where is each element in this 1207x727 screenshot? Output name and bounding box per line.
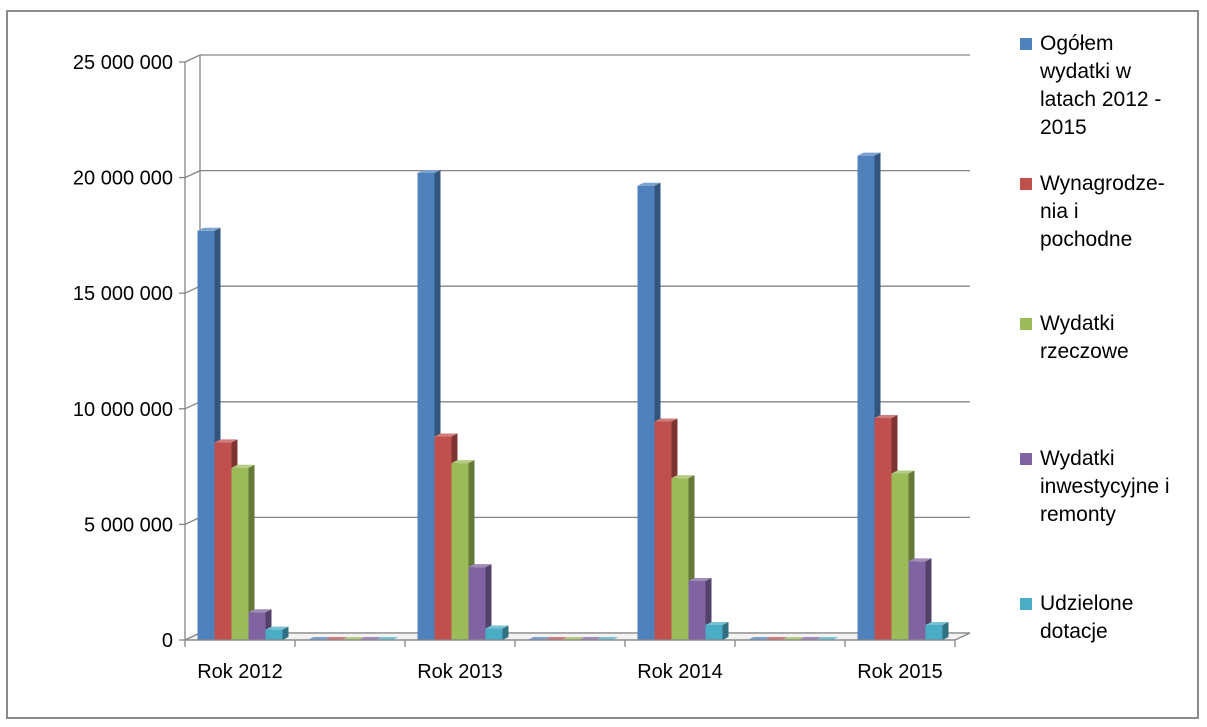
bar-2-1 (434, 436, 452, 640)
bar-top (561, 637, 585, 640)
legend-label: rzeczowe (1040, 340, 1129, 363)
x-tick-label: Rok 2012 (197, 661, 283, 683)
bar-top (214, 439, 238, 443)
x-tick-label: Rok 2014 (637, 661, 723, 683)
legend-label: nia i (1040, 200, 1079, 223)
bar-2-0 (417, 172, 435, 640)
bar-0-2 (231, 467, 249, 640)
legend-label: Wydatki (1040, 447, 1115, 470)
bar-6-2 (891, 473, 909, 640)
bar-side (248, 464, 255, 640)
bar-4-1 (654, 421, 672, 640)
bar-top (595, 637, 619, 640)
bar-top (485, 625, 509, 629)
legend-swatch (1020, 178, 1032, 190)
bar-top (908, 558, 932, 562)
bar-top (874, 415, 898, 419)
y-tick-label: 5 000 000 (84, 514, 173, 536)
bar-top (324, 637, 348, 640)
legend-label: Wydatki (1040, 312, 1115, 335)
bar-top (358, 637, 382, 640)
bar-top (544, 637, 568, 640)
bar-top (468, 564, 492, 568)
bar-top (265, 626, 289, 630)
bar-6-3 (908, 561, 926, 640)
bar-0-4 (265, 629, 283, 640)
bar-top (815, 637, 839, 640)
bar-6-1 (874, 418, 892, 640)
bar-top (197, 227, 221, 231)
bar-side (282, 626, 289, 640)
bar-side (925, 558, 932, 640)
bar-top (764, 637, 788, 640)
legend-label: Ogółem (1040, 32, 1114, 55)
y-tick-label: 0 (162, 630, 173, 652)
bar-side (942, 621, 949, 640)
legend-label: wydatki w (1039, 60, 1132, 83)
bar-top (688, 578, 712, 582)
bar-side (502, 625, 509, 640)
bar-2-3 (468, 567, 486, 640)
legend-swatch (1020, 453, 1032, 465)
bar-top (451, 460, 475, 464)
x-tick-label: Rok 2015 (857, 661, 943, 683)
legend-label: inwestycyjne i (1040, 475, 1170, 498)
bar-0-0 (197, 230, 215, 640)
legend-label: 2015 (1040, 116, 1087, 139)
y-tick-label: 20 000 000 (73, 168, 173, 190)
bar-4-4 (705, 624, 723, 640)
bar-2-2 (451, 463, 469, 640)
bar-top (781, 637, 805, 640)
bar-2-4 (485, 628, 503, 640)
bar-top (747, 637, 771, 640)
legend-label: Udzielone (1040, 592, 1133, 615)
bar-top (434, 433, 458, 437)
bar-top (798, 637, 822, 640)
bar-top (654, 418, 678, 422)
bar-top (375, 637, 399, 640)
bar-top (417, 169, 441, 173)
x-tick-label: Rok 2013 (417, 661, 503, 683)
bar-top (248, 609, 272, 613)
legend-label: latach 2012 - (1040, 88, 1161, 111)
bar-top (671, 475, 695, 479)
legend-swatch (1020, 38, 1032, 50)
legend-label: dotacje (1040, 620, 1108, 643)
legend-label: remonty (1040, 503, 1116, 526)
y-tick-label: 15 000 000 (73, 283, 173, 305)
bar-0-1 (214, 442, 232, 640)
bar-0-3 (248, 612, 266, 640)
bar-top (527, 637, 551, 640)
legend-label: Wynagrodze- (1040, 172, 1165, 195)
y-tick-label: 25 000 000 (73, 52, 173, 74)
bar-top (705, 621, 729, 625)
bar-top (231, 464, 255, 468)
bar-top (637, 182, 661, 186)
legend-swatch (1020, 598, 1032, 610)
bar-top (307, 637, 331, 640)
bar-4-2 (671, 478, 689, 640)
bar-6-0 (857, 155, 875, 641)
bar-top (857, 152, 881, 156)
bar-side (722, 621, 729, 640)
y-tick-label: 10 000 000 (73, 399, 173, 421)
legend-label: pochodne (1040, 228, 1132, 251)
bar-4-3 (688, 581, 706, 640)
gridline-depth (184, 54, 201, 63)
bar-top (341, 637, 365, 640)
gridline-depth (184, 170, 201, 179)
bar-6-4 (925, 624, 943, 640)
bar-side (485, 564, 492, 640)
bar-top (891, 470, 915, 474)
bar-top (925, 621, 949, 625)
legend-swatch (1020, 318, 1032, 330)
bar-top (578, 637, 602, 640)
bar-4-0 (637, 185, 655, 640)
